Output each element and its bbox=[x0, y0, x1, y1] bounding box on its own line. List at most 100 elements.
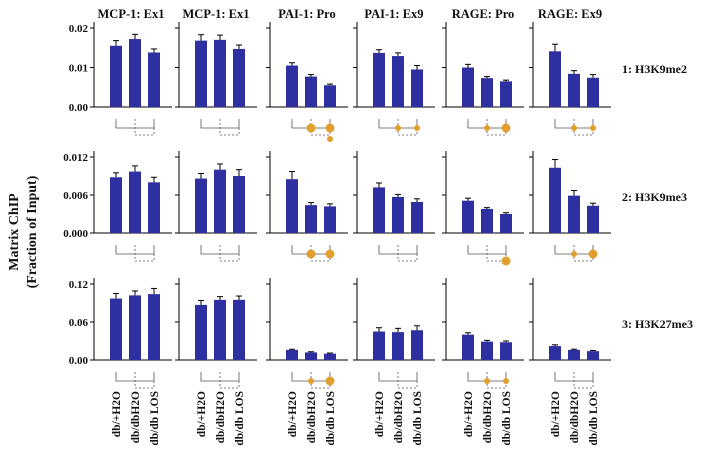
y-tick-label: 0.02 bbox=[69, 23, 89, 35]
bar bbox=[195, 40, 207, 107]
bar bbox=[500, 214, 512, 233]
bar bbox=[568, 349, 580, 360]
bar bbox=[481, 341, 493, 360]
column-title: MCP-1: Ex1 bbox=[98, 7, 165, 21]
significance-marker bbox=[414, 125, 420, 131]
bar bbox=[392, 332, 404, 360]
significance-marker bbox=[571, 251, 577, 257]
bar bbox=[481, 78, 493, 107]
column-title: RAGE: Pro bbox=[452, 7, 515, 21]
category-label: db/db LOS bbox=[412, 391, 424, 446]
panel bbox=[442, 278, 524, 389]
bar bbox=[233, 48, 245, 107]
bar bbox=[214, 39, 226, 107]
significance-marker bbox=[588, 249, 598, 259]
bar bbox=[214, 299, 226, 360]
panel: 0.00 0.01 0.02 bbox=[69, 22, 172, 136]
bar bbox=[305, 76, 317, 107]
bar bbox=[148, 294, 160, 360]
bar bbox=[392, 56, 404, 107]
column-title: RAGE: Ex9 bbox=[538, 7, 602, 21]
bar bbox=[324, 85, 336, 107]
significance-marker bbox=[325, 376, 335, 386]
comparison-bracket-dashed bbox=[219, 245, 240, 262]
comparison-bracket-dashed bbox=[134, 119, 155, 136]
category-label: db/db LOS bbox=[325, 391, 337, 446]
bar bbox=[305, 205, 317, 233]
category-label: db/dbH2O bbox=[393, 391, 405, 443]
bar bbox=[462, 67, 474, 107]
panel bbox=[442, 151, 524, 266]
bar bbox=[286, 65, 298, 107]
comparison-bracket-dashed bbox=[219, 119, 240, 136]
significance-marker bbox=[484, 125, 490, 131]
panel bbox=[353, 22, 435, 136]
panels: 0.00 0.01 0.02 0.000 0.006 0.012 0.00 0.06 0.12 bbox=[63, 22, 611, 389]
comparison-bracket-dashed bbox=[219, 372, 240, 389]
significance-marker bbox=[306, 123, 316, 133]
panel bbox=[266, 278, 348, 389]
significance-marker bbox=[327, 136, 333, 142]
bar bbox=[462, 334, 474, 360]
comparison-bracket-dashed bbox=[397, 245, 418, 262]
panel bbox=[266, 22, 348, 142]
y-axis-title: Matrix ChIP (Fraction of Input) bbox=[7, 175, 40, 288]
comparison-bracket-dashed bbox=[134, 372, 155, 389]
significance-marker bbox=[501, 256, 511, 266]
category-label: db/db LOS bbox=[588, 391, 600, 446]
y-tick-label: 0.12 bbox=[69, 279, 89, 291]
bar bbox=[110, 298, 122, 360]
category-labels: db/+H2O db/dbH2O db/db LOS db/+H2O db/dbH2O d… bbox=[111, 391, 600, 446]
panel bbox=[442, 22, 524, 136]
row-labels: 1: H3K9me2 2: H3K9me3 3: H3K27me3 bbox=[622, 62, 693, 331]
bar bbox=[500, 342, 512, 360]
panel bbox=[529, 151, 611, 262]
bar bbox=[214, 169, 226, 233]
comparison-bracket-dashed bbox=[573, 119, 594, 136]
y-axis-title-line1: Matrix ChIP bbox=[7, 193, 22, 271]
bar bbox=[549, 51, 561, 107]
category-label: db/+H2O bbox=[463, 391, 475, 437]
y-tick-label: 0.01 bbox=[69, 63, 88, 75]
bar bbox=[392, 196, 404, 233]
category-label: db/dbH2O bbox=[569, 391, 581, 443]
category-label: db/dbH2O bbox=[482, 391, 494, 443]
bar bbox=[500, 81, 512, 107]
bar bbox=[286, 349, 298, 360]
comparison-bracket-dashed bbox=[397, 372, 418, 389]
bar bbox=[195, 304, 207, 360]
panel bbox=[353, 151, 435, 262]
column-title: PAI-1: Ex9 bbox=[364, 7, 423, 21]
bar bbox=[411, 330, 423, 360]
bar bbox=[411, 69, 423, 107]
row-label: 2: H3K9me3 bbox=[622, 190, 687, 204]
bar bbox=[286, 179, 298, 233]
column-title: PAI-1: Pro bbox=[278, 7, 336, 21]
category-label: db/db LOS bbox=[234, 391, 246, 446]
category-label: db/dbH2O bbox=[215, 391, 227, 443]
comparison-bracket-dashed bbox=[486, 372, 507, 389]
bar bbox=[568, 73, 580, 107]
significance-marker bbox=[503, 378, 509, 384]
bar bbox=[148, 182, 160, 233]
comparison-bracket-dashed bbox=[397, 119, 418, 136]
bar bbox=[549, 167, 561, 233]
bar bbox=[129, 171, 141, 233]
category-label: db/+H2O bbox=[111, 391, 123, 437]
significance-marker bbox=[484, 378, 490, 384]
significance-marker bbox=[501, 123, 511, 133]
bar bbox=[373, 331, 385, 360]
bar bbox=[110, 45, 122, 107]
significance-marker bbox=[395, 125, 401, 131]
row-label: 1: H3K9me2 bbox=[622, 62, 687, 76]
panel bbox=[175, 278, 257, 389]
category-label: db/+H2O bbox=[374, 391, 386, 437]
panel bbox=[529, 278, 611, 389]
comparison-bracket-dashed bbox=[573, 372, 594, 389]
column-titles: MCP-1: Ex1 MCP-1: Ex1 PAI-1: Pro PAI-1: Ex9… bbox=[98, 7, 603, 21]
bar bbox=[411, 201, 423, 233]
bar bbox=[549, 346, 561, 360]
significance-marker bbox=[590, 125, 596, 131]
y-tick-label: 0.00 bbox=[69, 102, 89, 114]
comparison-bracket-dashed bbox=[486, 245, 507, 262]
